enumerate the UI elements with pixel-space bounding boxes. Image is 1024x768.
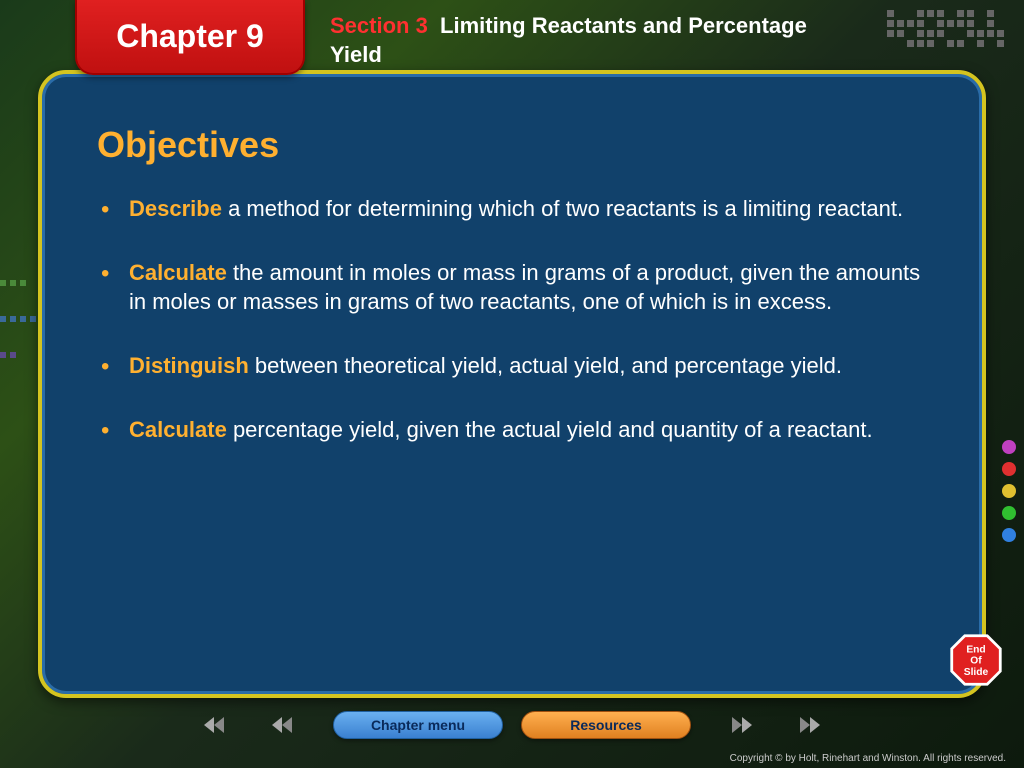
resources-label: Resources bbox=[570, 717, 642, 733]
objective-item: Describe a method for determining which … bbox=[97, 194, 927, 224]
svg-text:End: End bbox=[966, 645, 985, 656]
objective-text: between theoretical yield, actual yield,… bbox=[249, 353, 842, 378]
bottom-nav-bar: Chapter menu Resources bbox=[0, 700, 1024, 750]
resources-button[interactable]: Resources bbox=[521, 711, 691, 739]
objective-keyword: Calculate bbox=[129, 260, 227, 285]
section-prefix: Section 3 bbox=[330, 13, 428, 38]
objective-keyword: Distinguish bbox=[129, 353, 249, 378]
chapter-menu-label: Chapter menu bbox=[371, 717, 465, 733]
objective-text: the amount in moles or mass in grams of … bbox=[129, 260, 920, 315]
objective-keyword: Describe bbox=[129, 196, 222, 221]
prev-chapter-arrow[interactable] bbox=[197, 711, 247, 739]
decorative-left-squares bbox=[0, 280, 40, 480]
chapter-menu-button[interactable]: Chapter menu bbox=[333, 711, 503, 739]
end-of-slide-button[interactable]: End Of Slide bbox=[948, 632, 1004, 688]
objective-text: a method for determining which of two re… bbox=[222, 196, 903, 221]
prev-arrow[interactable] bbox=[265, 711, 315, 739]
objective-keyword: Calculate bbox=[129, 417, 227, 442]
decorative-dot-grid bbox=[887, 10, 1004, 47]
section-header: Section 3 Limiting Reactants and Percent… bbox=[330, 12, 844, 69]
chapter-tab: Chapter 9 bbox=[75, 0, 305, 75]
svg-text:Of: Of bbox=[970, 656, 982, 667]
next-chapter-arrow[interactable] bbox=[777, 711, 827, 739]
objective-item: Distinguish between theoretical yield, a… bbox=[97, 351, 927, 381]
objective-item: Calculate percentage yield, given the ac… bbox=[97, 415, 927, 445]
objective-item: Calculate the amount in moles or mass in… bbox=[97, 258, 927, 317]
chapter-label: Chapter 9 bbox=[116, 18, 264, 55]
next-arrow[interactable] bbox=[709, 711, 759, 739]
slide-title: Objectives bbox=[97, 124, 927, 166]
content-panel: Objectives Describe a method for determi… bbox=[38, 70, 986, 698]
objectives-list: Describe a method for determining which … bbox=[97, 194, 927, 444]
copyright-text: Copyright © by Holt, Rinehart and Winsto… bbox=[730, 753, 1006, 764]
svg-text:Slide: Slide bbox=[964, 667, 989, 678]
decorative-color-dots bbox=[1002, 440, 1016, 542]
objective-text: percentage yield, given the actual yield… bbox=[227, 417, 873, 442]
